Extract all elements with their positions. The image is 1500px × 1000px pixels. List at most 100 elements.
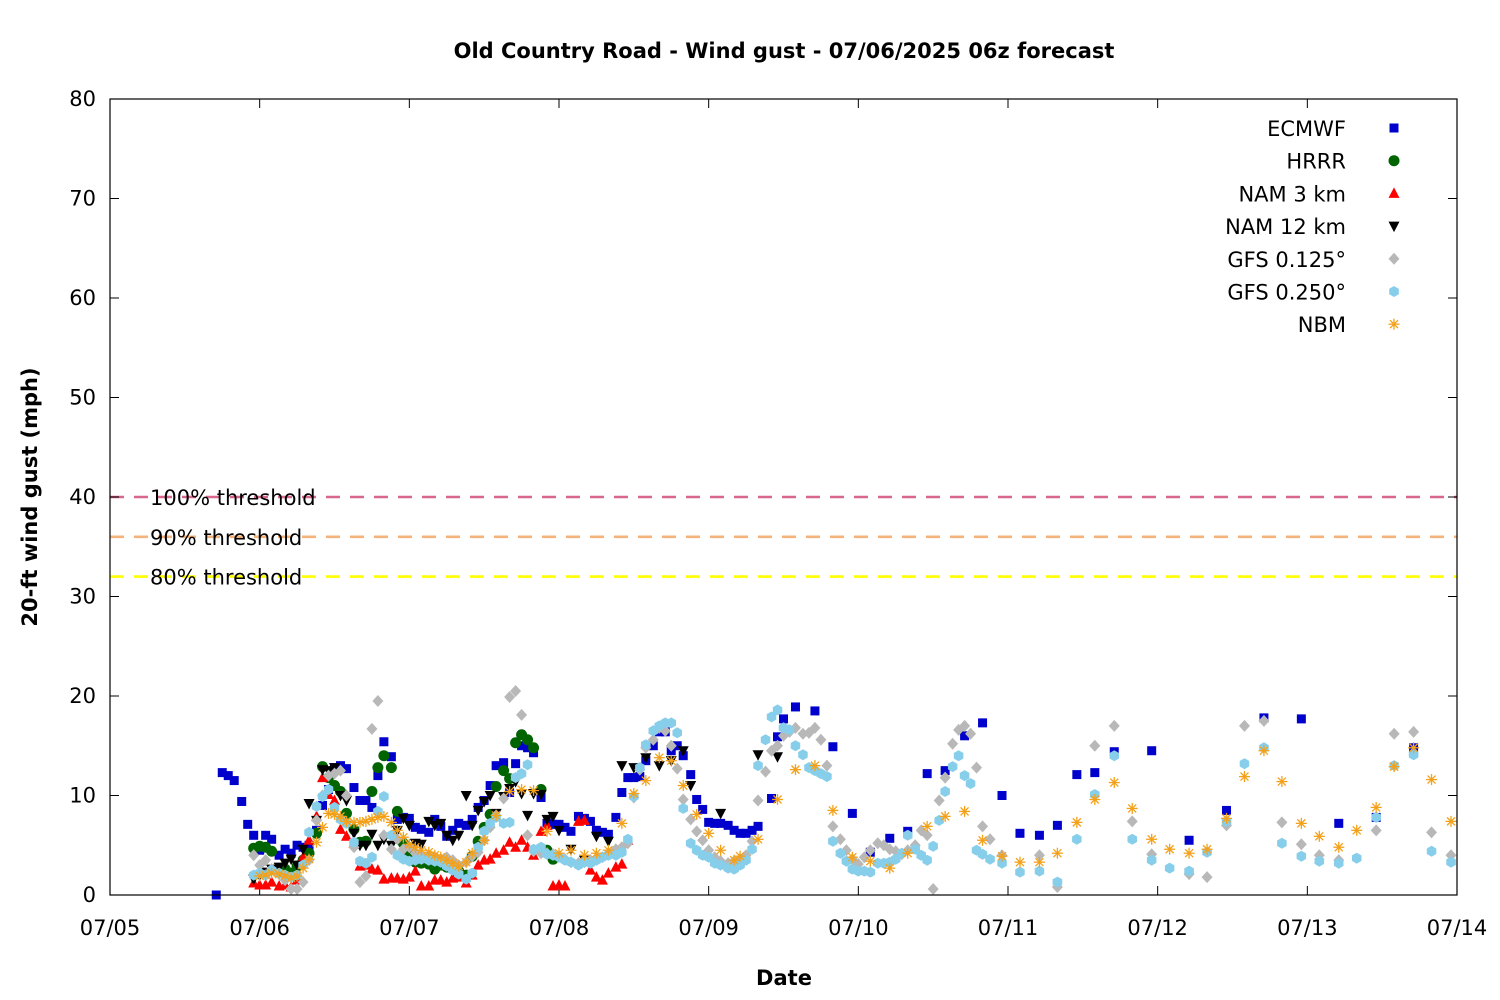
data-point [858,851,870,864]
data-point [466,820,478,832]
data-point [703,827,715,839]
data-point [1371,811,1381,823]
data-point [1015,828,1025,838]
data-point [367,802,377,812]
data-point [827,820,839,833]
data-point [602,836,614,848]
data-point [611,812,621,822]
data-point [1201,871,1213,884]
data-point [821,759,833,772]
data-point [1014,856,1026,868]
x-tick-label: 07/12 [1127,916,1188,940]
data-point [478,796,490,808]
data-point [1127,833,1137,845]
data-point [516,708,528,721]
data-point [386,829,397,841]
data-point [665,739,677,752]
data-point [790,740,801,752]
data-point [292,840,302,850]
data-point [922,854,932,866]
data-point [885,833,895,843]
data-point [311,800,322,812]
data-point [729,825,739,835]
data-point [1052,876,1063,888]
data-point [1370,824,1382,837]
x-tick-label: 07/10 [828,916,889,940]
data-point [933,794,945,807]
data-point [472,805,484,817]
data-point [617,788,627,798]
y-tick-label: 10 [69,784,96,808]
data-point [996,850,1008,862]
data-point [291,870,303,882]
data-point [334,764,346,777]
data-point [261,830,271,840]
data-point [810,706,820,716]
data-point [1126,802,1138,814]
data-point [828,835,838,847]
x-tick-label: 07/05 [80,916,141,940]
data-point [678,802,688,814]
data-point [378,810,390,822]
data-point [772,752,784,763]
data-point [378,873,390,884]
data-point [847,808,857,818]
data-point [360,870,372,883]
data-point [1108,777,1120,789]
data-point [585,816,595,826]
data-point [841,855,852,867]
data-point [323,784,334,795]
data-point [1352,852,1362,864]
data-point [478,834,490,846]
y-tick-label: 0 [83,883,96,907]
data-point [504,836,516,847]
data-point [522,829,534,842]
data-point [297,844,309,856]
data-point [692,794,702,804]
data-point [385,816,397,828]
data-point [504,690,516,703]
data-point [397,831,409,843]
data-point [752,794,764,807]
data-point [984,833,996,846]
data-point [928,840,938,852]
data-point [710,818,720,828]
data-point [940,786,950,797]
data-point [441,876,453,887]
data-point [367,851,377,863]
data-point [590,847,602,859]
data-point [403,820,415,832]
data-point [691,808,703,820]
data-point [511,759,521,769]
data-point [1072,833,1082,845]
data-point [772,793,784,805]
data-point [490,847,502,858]
data-point [1090,768,1100,778]
threshold-label: 100% threshold [150,486,316,510]
data-point [286,848,296,858]
data-point [1258,745,1270,757]
data-point [715,859,726,871]
data-point [616,858,628,869]
data-point [366,829,378,841]
data-point [403,871,415,882]
data-point [723,820,733,830]
data-point [566,856,576,868]
legend-label: NBM [1298,313,1346,337]
data-point [484,791,496,802]
data-point [223,771,233,781]
data-point [291,883,303,896]
y-tick-label: 50 [69,386,96,410]
data-point [391,824,403,836]
data-point [499,758,509,768]
data-point [504,786,516,798]
data-point [490,781,502,793]
data-point [372,694,384,707]
data-point [716,818,726,828]
data-point [746,835,758,848]
data-point [760,765,772,778]
data-point [566,826,576,836]
data-point [535,790,547,801]
legend-label: GFS 0.250° [1227,281,1346,305]
data-point [934,814,944,826]
